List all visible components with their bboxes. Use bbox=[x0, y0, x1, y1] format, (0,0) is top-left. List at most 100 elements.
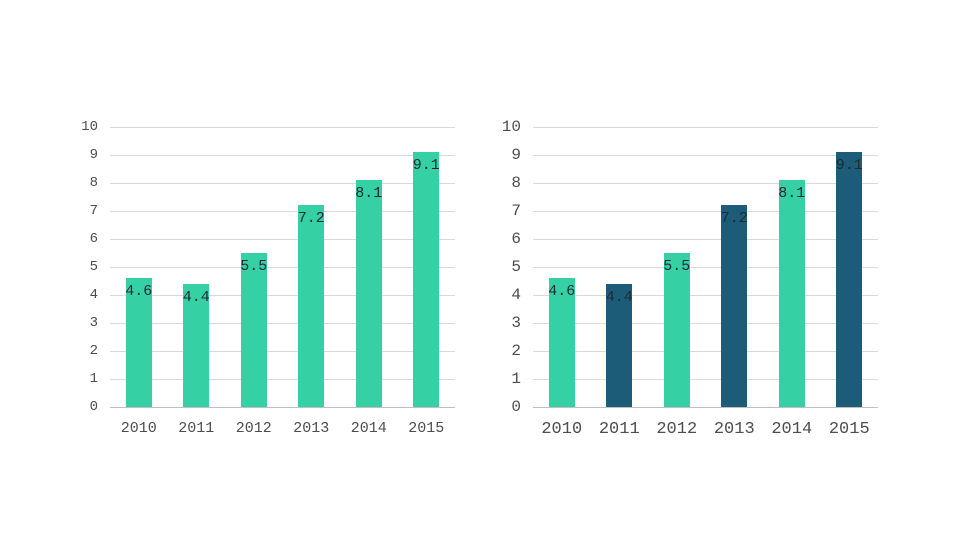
y-axis-tick-label: 8 bbox=[89, 175, 98, 191]
gridline bbox=[533, 379, 878, 380]
bar bbox=[183, 283, 210, 407]
y-axis-tick-label: 7 bbox=[89, 203, 98, 219]
bar-slot: 8.1 bbox=[763, 127, 821, 407]
bar bbox=[836, 152, 863, 407]
y-axis-tick-label: 1 bbox=[89, 371, 98, 387]
y-axis-tick-label: 7 bbox=[511, 202, 521, 220]
y-axis-tick-label: 10 bbox=[81, 119, 98, 135]
y-axis-tick-label: 0 bbox=[511, 398, 521, 416]
x-axis-tick-label: 2011 bbox=[178, 420, 215, 437]
y-axis: 0 1 2 3 4 5 6 7 8 9 10 bbox=[67, 119, 110, 415]
gridline bbox=[533, 267, 878, 268]
x-axis-tick-label: 2010 bbox=[541, 420, 583, 439]
gridline bbox=[533, 183, 878, 184]
x-axis: 2010 2011 2012 2013 2014 2015 bbox=[110, 420, 455, 437]
bar-value-label: 4.4 bbox=[605, 288, 633, 306]
bar-slot: 9.1 bbox=[821, 127, 879, 407]
x-axis-tick-label: 2012 bbox=[656, 420, 698, 439]
bar-value-label: 5.5 bbox=[663, 258, 691, 275]
bar-chart-left: 0 1 2 3 4 5 6 7 8 9 10 4.6 4.4 5.5 7.2 8.1 9.1 2010 2011… bbox=[67, 119, 455, 437]
x-axis-tick-label: 2014 bbox=[350, 420, 387, 437]
y-axis-tick-label: 4 bbox=[89, 287, 98, 303]
bar bbox=[240, 253, 267, 407]
y-axis-tick-label: 0 bbox=[89, 399, 98, 415]
gridline bbox=[533, 239, 878, 240]
x-axis-tick-label: 2015 bbox=[828, 420, 870, 439]
gridline bbox=[533, 295, 878, 296]
gridline bbox=[110, 127, 455, 128]
y-axis-tick-label: 8 bbox=[511, 174, 521, 192]
bar bbox=[548, 278, 575, 407]
x-axis-tick-label: 2015 bbox=[408, 420, 445, 437]
y-axis-tick-label: 5 bbox=[89, 259, 98, 275]
y-axis-tick-label: 2 bbox=[89, 343, 98, 359]
gridline bbox=[110, 379, 455, 380]
gridline bbox=[533, 211, 878, 212]
x-axis-tick-label: 2013 bbox=[293, 420, 330, 437]
bar bbox=[413, 152, 440, 407]
bar bbox=[298, 205, 325, 407]
y-axis-tick-label: 3 bbox=[511, 314, 521, 332]
bar bbox=[606, 283, 633, 407]
gridline bbox=[110, 211, 455, 212]
y-axis-tick-label: 9 bbox=[511, 146, 521, 164]
bar-slot: 4.4 bbox=[168, 127, 226, 407]
bar-value-label: 9.1 bbox=[412, 157, 440, 175]
y-axis: 0 1 2 3 4 5 6 7 8 9 10 bbox=[490, 118, 533, 416]
bar-slot: 4.6 bbox=[110, 127, 168, 407]
bar bbox=[355, 180, 382, 407]
bar-value-label: 4.4 bbox=[182, 288, 210, 306]
bar-group: 4.6 4.4 5.5 7.2 8.1 9.1 bbox=[533, 127, 878, 407]
gridline bbox=[110, 155, 455, 156]
gridline bbox=[110, 183, 455, 184]
bar-value-label: 9.1 bbox=[835, 157, 863, 175]
bar-slot: 4.6 bbox=[533, 127, 591, 407]
y-axis-tick-label: 9 bbox=[89, 147, 98, 163]
gridline bbox=[110, 239, 455, 240]
bar-chart-right: 0 1 2 3 4 5 6 7 8 9 10 4.6 4.4 5.5 7.2 8.1 9.1 2010 2011… bbox=[490, 118, 878, 439]
x-axis: 2010 2011 2012 2013 2014 2015 bbox=[533, 420, 878, 439]
y-axis-tick-label: 6 bbox=[511, 230, 521, 248]
gridline bbox=[533, 127, 878, 128]
gridline bbox=[533, 323, 878, 324]
gridline bbox=[110, 295, 455, 296]
x-axis-tick-label: 2012 bbox=[235, 420, 272, 437]
y-axis-tick-label: 4 bbox=[511, 286, 521, 304]
bar bbox=[778, 180, 805, 407]
x-axis-tick-label: 2013 bbox=[713, 420, 755, 439]
bar-value-label: 8.1 bbox=[778, 185, 806, 203]
x-axis-tick-label: 2014 bbox=[771, 420, 813, 439]
bar-value-label: 4.6 bbox=[548, 283, 576, 301]
gridline bbox=[533, 351, 878, 352]
bar-slot: 8.1 bbox=[340, 127, 398, 407]
x-axis-tick-label: 2011 bbox=[598, 420, 640, 439]
y-axis-tick-label: 1 bbox=[511, 370, 521, 388]
y-axis-tick-label: 5 bbox=[511, 258, 521, 276]
x-axis-tick-label: 2010 bbox=[120, 420, 157, 437]
bar bbox=[125, 278, 152, 407]
plot-area: 4.6 4.4 5.5 7.2 8.1 9.1 bbox=[533, 127, 878, 408]
gridline bbox=[110, 351, 455, 352]
y-axis-tick-label: 6 bbox=[89, 231, 98, 247]
y-axis-tick-label: 10 bbox=[501, 118, 521, 136]
bar-value-label: 7.2 bbox=[297, 210, 325, 228]
bar-slot: 4.4 bbox=[591, 127, 649, 407]
bar bbox=[663, 253, 690, 407]
bar-value-label: 7.2 bbox=[720, 210, 748, 228]
gridline bbox=[110, 323, 455, 324]
bar-slot: 5.5 bbox=[648, 127, 706, 407]
bar-value-label: 8.1 bbox=[355, 185, 383, 203]
bar-group: 4.6 4.4 5.5 7.2 8.1 9.1 bbox=[110, 127, 455, 407]
bar-slot: 5.5 bbox=[225, 127, 283, 407]
bar-value-label: 5.5 bbox=[240, 258, 268, 275]
y-axis-tick-label: 2 bbox=[511, 342, 521, 360]
bar bbox=[721, 205, 748, 407]
bar-value-label: 4.6 bbox=[125, 283, 153, 301]
gridline bbox=[110, 267, 455, 268]
y-axis-tick-label: 3 bbox=[89, 315, 98, 331]
plot-area: 4.6 4.4 5.5 7.2 8.1 9.1 bbox=[110, 127, 455, 408]
bar-slot: 7.2 bbox=[706, 127, 764, 407]
gridline bbox=[533, 155, 878, 156]
bar-slot: 9.1 bbox=[398, 127, 456, 407]
